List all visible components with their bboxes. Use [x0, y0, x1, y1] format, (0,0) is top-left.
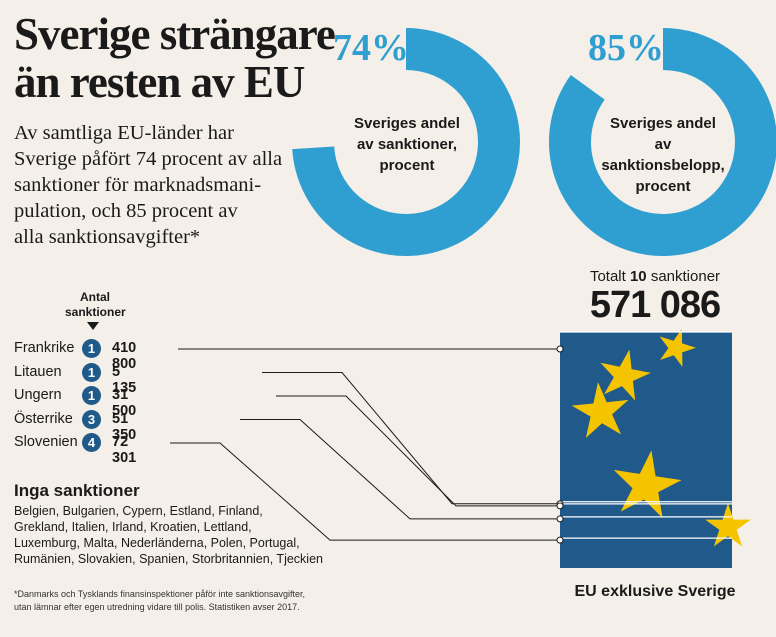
intro-text: Av samtliga EU-länder har Sverige påfört… — [14, 122, 283, 248]
donut-chart-sanctions — [292, 28, 520, 257]
sanction-amount: 51 350 — [112, 410, 137, 443]
total-label-number: 10 — [629, 268, 647, 285]
sanction-count-badge: 1 — [82, 339, 101, 358]
donut-label-amounts: Sveriges andel av sanktionsbelopp, proce… — [601, 115, 725, 195]
eu-bar-caption: EU exklusive Sverige — [574, 583, 736, 600]
sanction-count-badge: 3 — [82, 409, 101, 429]
country-name: Ungern — [14, 387, 62, 403]
eu-bar-background — [560, 332, 732, 568]
star-icon — [613, 450, 682, 518]
total-label-prefix: Totalt — [589, 268, 626, 285]
sanction-count-badge: 1 — [82, 362, 101, 382]
star-icon — [659, 328, 696, 367]
star-icon — [705, 503, 751, 547]
leader-line — [262, 372, 560, 505]
star-icon — [600, 349, 651, 401]
donut-label-sanctions: Sveriges andel av sanktioner, procent — [354, 115, 460, 174]
no-sanctions-list: Belgien, Bulgarien, Cypern, Estland, Fin… — [14, 504, 323, 566]
leader-line — [240, 419, 560, 520]
country-name: Slovenien — [14, 434, 78, 450]
donut-chart-amounts — [549, 28, 776, 256]
total-label-suffix: sanktioner — [650, 268, 721, 285]
sanction-amount: 5 135 — [112, 363, 137, 396]
sanction-amount: 31 500 — [112, 387, 137, 419]
headline: Sverige strängare än resten av EU — [14, 9, 336, 107]
donut-value-sanctions: 74% — [333, 27, 409, 69]
leader-line — [276, 395, 560, 507]
country-name: Litauen — [14, 363, 62, 380]
total-value: 571 086 — [589, 284, 721, 326]
country-name: Frankrike — [14, 340, 75, 356]
no-sanctions-title: Inga sanktioner — [14, 481, 140, 500]
star-icon — [571, 382, 629, 438]
sanction-amount: 410 800 — [112, 340, 137, 372]
eu-stacked-bar — [560, 328, 751, 568]
leader-lines — [170, 345, 564, 544]
down-arrow-icon — [87, 322, 99, 330]
leader-endpoint — [556, 536, 564, 544]
sanction-count-badge: 1 — [82, 386, 101, 405]
footnote: *Danmarks och Tysklands finansinspektion… — [14, 589, 305, 612]
total-label: Totalt 10 sanktioner — [560, 268, 750, 285]
column-header: Antal sanktioner — [65, 290, 126, 319]
donut-slice — [292, 28, 520, 257]
donut-slice — [549, 28, 776, 256]
country-name: Österrike — [14, 410, 73, 427]
sanction-count-badge: 4 — [82, 433, 101, 452]
leader-endpoint — [556, 502, 564, 510]
donut-value-amounts: 85% — [588, 27, 664, 69]
leader-endpoint — [556, 345, 564, 353]
leader-line — [170, 442, 560, 541]
sanction-amount: 72 301 — [112, 434, 137, 466]
leader-endpoint — [556, 515, 564, 523]
